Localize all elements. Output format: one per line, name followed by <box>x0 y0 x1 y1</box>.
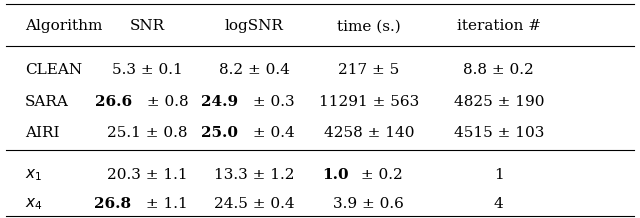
Text: 8.8 ± 0.2: 8.8 ± 0.2 <box>463 63 534 77</box>
Text: 4825 ± 190: 4825 ± 190 <box>454 95 544 109</box>
Text: 1: 1 <box>494 168 504 182</box>
Text: ± 0.3: ± 0.3 <box>248 95 295 109</box>
Text: 13.3 ± 1.2: 13.3 ± 1.2 <box>214 168 294 182</box>
Text: $x_1$: $x_1$ <box>25 167 42 183</box>
Text: 20.3 ± 1.1: 20.3 ± 1.1 <box>108 168 188 182</box>
Text: ± 0.8: ± 0.8 <box>141 95 188 109</box>
Text: 26.6: 26.6 <box>95 95 132 109</box>
Text: 4515 ± 103: 4515 ± 103 <box>454 126 544 140</box>
Text: 25.0: 25.0 <box>201 126 238 140</box>
Text: 1.0: 1.0 <box>323 168 349 182</box>
Text: ± 0.4: ± 0.4 <box>248 126 295 140</box>
Text: 4258 ± 140: 4258 ± 140 <box>324 126 414 140</box>
Text: ± 1.1: ± 1.1 <box>141 197 188 211</box>
Text: 24.5 ± 0.4: 24.5 ± 0.4 <box>214 197 294 211</box>
Text: time (s.): time (s.) <box>337 19 401 33</box>
Text: 8.2 ± 0.4: 8.2 ± 0.4 <box>219 63 289 77</box>
Text: SARA: SARA <box>25 95 69 109</box>
Text: ± 0.2: ± 0.2 <box>356 168 403 182</box>
Text: SNR: SNR <box>130 19 165 33</box>
Text: 11291 ± 563: 11291 ± 563 <box>319 95 419 109</box>
Text: 4: 4 <box>494 197 504 211</box>
Text: iteration #: iteration # <box>457 19 541 33</box>
Text: 217 ± 5: 217 ± 5 <box>339 63 399 77</box>
Text: 24.9: 24.9 <box>201 95 238 109</box>
Text: 26.8: 26.8 <box>95 197 132 211</box>
Text: 3.9 ± 0.6: 3.9 ± 0.6 <box>333 197 404 211</box>
Text: 5.3 ± 0.1: 5.3 ± 0.1 <box>112 63 183 77</box>
Text: CLEAN: CLEAN <box>25 63 83 77</box>
Text: $x_4$: $x_4$ <box>25 196 43 212</box>
Text: AIRI: AIRI <box>25 126 60 140</box>
Text: logSNR: logSNR <box>225 19 284 33</box>
Text: Algorithm: Algorithm <box>25 19 102 33</box>
Text: 25.1 ± 0.8: 25.1 ± 0.8 <box>108 126 188 140</box>
